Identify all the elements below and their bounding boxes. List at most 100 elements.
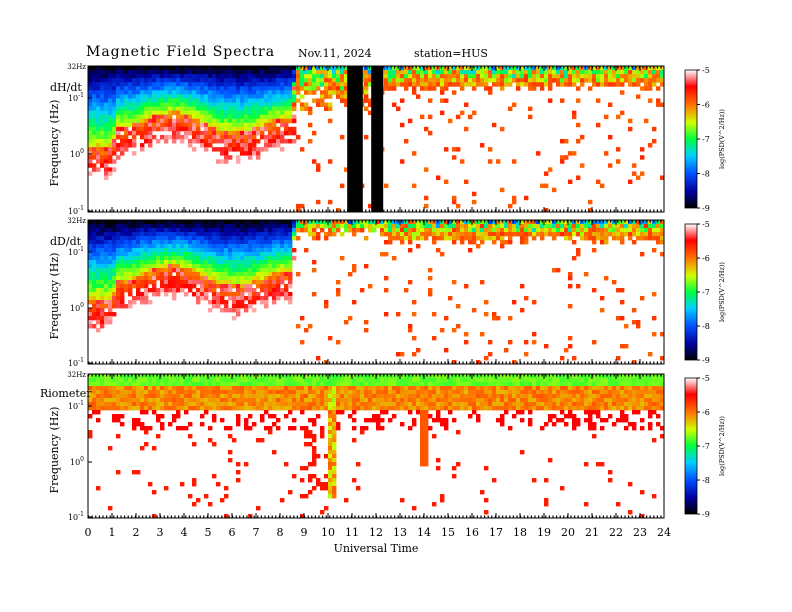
heatmap-cell: [272, 74, 277, 79]
heatmap-cell: [296, 70, 301, 75]
heatmap-cell: [328, 386, 333, 391]
heatmap-cell: [560, 228, 565, 233]
heatmap-cell: [520, 220, 525, 225]
heatmap-cell: [316, 232, 321, 237]
heatmap-cell: [488, 340, 493, 345]
heatmap-cell: [312, 378, 317, 383]
heatmap-cell: [448, 386, 453, 391]
heatmap-cell: [552, 398, 557, 403]
heatmap-cell: [88, 316, 93, 321]
heatmap-cell: [400, 82, 405, 87]
heatmap-cell: [132, 252, 137, 257]
heatmap-cell: [380, 232, 385, 237]
heatmap-cell: [148, 240, 153, 245]
heatmap-cell: [480, 386, 485, 391]
heatmap-cell: [100, 272, 105, 277]
heatmap-cell: [268, 378, 273, 383]
heatmap-cell: [552, 66, 557, 71]
heatmap-cell: [364, 390, 369, 395]
heatmap-cell: [288, 90, 293, 95]
heatmap-cell: [312, 382, 317, 387]
heatmap-cell: [96, 224, 101, 229]
heatmap-cell: [204, 386, 209, 391]
heatmap-cell: [112, 268, 117, 273]
heatmap-cell: [144, 430, 149, 435]
heatmap-cell: [308, 398, 313, 403]
heatmap-cell: [284, 276, 289, 281]
heatmap-cell: [448, 382, 453, 387]
heatmap-cell: [296, 78, 301, 83]
heatmap-cell: [488, 236, 493, 241]
heatmap-cell: [244, 402, 249, 407]
heatmap-cell: [656, 232, 661, 237]
heatmap-cell: [112, 114, 117, 120]
heatmap-cell: [328, 159, 333, 164]
heatmap-cell: [636, 94, 641, 99]
heatmap-cell: [436, 394, 441, 399]
heatmap-cell: [360, 426, 365, 431]
heatmap-cell: [596, 78, 601, 83]
heatmap-cell: [96, 94, 101, 99]
heatmap-cell: [156, 114, 161, 120]
heatmap-cell: [620, 300, 625, 305]
heatmap-cell: [408, 224, 413, 229]
heatmap-cell: [576, 284, 581, 289]
heatmap-cell: [88, 240, 93, 245]
heatmap-cell: [576, 98, 581, 103]
heatmap-cell: [316, 394, 321, 399]
heatmap-cell: [640, 228, 645, 233]
heatmap-cell: [112, 167, 117, 172]
heatmap-cell: [556, 406, 561, 411]
heatmap-cell: [228, 66, 233, 71]
heatmap-cell: [356, 402, 361, 407]
heatmap-cell: [304, 402, 309, 407]
heatmap-cell: [212, 402, 217, 407]
heatmap-cell: [240, 300, 245, 305]
heatmap-cell: [140, 78, 145, 83]
heatmap-cell: [108, 260, 113, 265]
heatmap-cell: [340, 78, 345, 83]
heatmap-cell: [388, 74, 393, 79]
heatmap-cell: [260, 102, 265, 107]
heatmap-cell: [196, 268, 201, 273]
heatmap-cell: [96, 320, 101, 325]
heatmap-cell: [176, 252, 181, 257]
heatmap-cell: [384, 74, 389, 79]
heatmap-cell: [420, 410, 425, 415]
heatmap-cell: [628, 179, 633, 185]
heatmap-cell: [488, 386, 493, 391]
heatmap-cell: [580, 228, 585, 233]
heatmap-cell: [324, 106, 329, 112]
heatmap-cell: [160, 268, 165, 273]
heatmap-cell: [560, 232, 565, 237]
heatmap-cell: [264, 147, 269, 152]
heatmap-cell: [204, 220, 209, 225]
heatmap-cell: [96, 292, 101, 297]
heatmap-cell: [460, 74, 465, 79]
heatmap-cell: [436, 386, 441, 391]
heatmap-cell: [524, 394, 529, 399]
heatmap-cell: [556, 268, 561, 273]
heatmap-cell: [160, 374, 165, 379]
heatmap-cell: [140, 102, 145, 107]
heatmap-cell: [640, 147, 645, 152]
heatmap-cell: [244, 272, 249, 277]
heatmap-cell: [216, 90, 221, 95]
heatmap-cell: [460, 236, 465, 241]
heatmap-cell: [332, 458, 337, 463]
heatmap-cell: [248, 139, 253, 144]
heatmap-cell: [220, 151, 225, 156]
heatmap-cell: [444, 66, 449, 71]
heatmap-cell: [508, 382, 513, 387]
heatmap-cell: [260, 256, 265, 261]
heatmap-cell: [328, 414, 333, 419]
heatmap-cell: [640, 252, 645, 257]
heatmap-cell: [172, 378, 177, 383]
heatmap-cell: [200, 264, 205, 269]
heatmap-cell: [436, 402, 441, 407]
heatmap-cell: [464, 179, 469, 185]
heatmap-cell: [116, 102, 121, 107]
heatmap-cell: [280, 280, 285, 285]
colorbar-tick-label: -9: [702, 356, 710, 365]
heatmap-cell: [212, 304, 217, 309]
